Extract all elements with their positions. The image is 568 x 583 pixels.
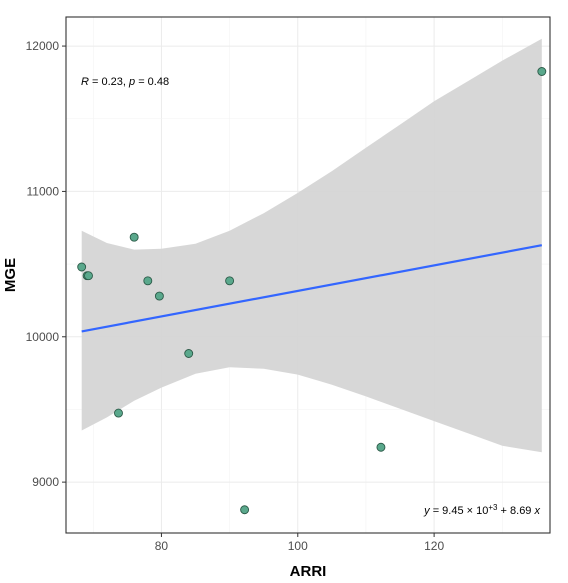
- data-point-6: [143, 276, 153, 286]
- data-point-10: [240, 505, 250, 515]
- correlation-r-value: = 0.23,: [89, 76, 129, 88]
- x-tick-label: 80: [155, 539, 169, 553]
- data-point-4: [114, 408, 123, 418]
- y-tick-label: 11000: [27, 184, 60, 198]
- y-tick-label: 9000: [32, 475, 59, 489]
- equation-annotation: y = 9.45 × 10+3 + 8.69 x: [423, 503, 540, 518]
- equation-part1: = 9.45 × 10: [430, 505, 489, 517]
- data-point-1: [77, 262, 87, 272]
- correlation-annotation: R = 0.23, p = 0.48: [81, 76, 169, 88]
- y-tick-label: 12000: [26, 39, 60, 53]
- x-tick-label: 120: [424, 539, 444, 553]
- confidence-band: [81, 38, 542, 453]
- equation-exponent: +3: [488, 503, 498, 512]
- x-axis-title: ARRI: [290, 563, 327, 580]
- data-point-5: [129, 232, 139, 242]
- data-point-9: [225, 276, 235, 286]
- correlation-r-label: R: [81, 76, 89, 88]
- equation-y-label: y: [423, 505, 431, 517]
- equation-part2: + 8.69: [497, 505, 534, 517]
- correlation-p-label: p: [128, 76, 135, 88]
- data-point-7: [154, 291, 164, 301]
- data-point-8: [184, 349, 194, 358]
- y-tick-label: 10000: [26, 330, 60, 344]
- regression-line: [81, 244, 543, 333]
- panel-border: [65, 16, 551, 534]
- data-points: [77, 67, 547, 515]
- data-point-12: [537, 67, 547, 76]
- y-axis-title: MGE: [2, 258, 19, 292]
- data-point-3: [84, 271, 93, 281]
- axis-ticks: 80 100 120 9000 10000 11000 12000: [26, 39, 445, 553]
- x-tick-label: 100: [288, 539, 308, 553]
- data-point-11: [376, 442, 386, 452]
- correlation-p-value: = 0.48: [135, 76, 169, 88]
- equation-x-label: x: [534, 505, 541, 517]
